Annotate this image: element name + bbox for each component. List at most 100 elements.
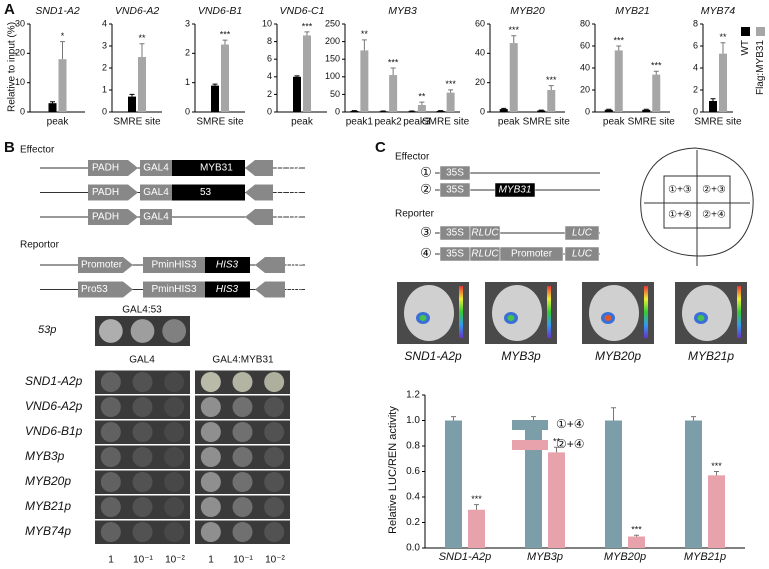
panel-label: B (4, 139, 15, 156)
legend-label: WT (740, 40, 751, 56)
bar (719, 53, 727, 112)
y-tick-label: 0 (693, 106, 698, 116)
colony (164, 397, 185, 417)
y-tick-label: 0 (20, 106, 25, 116)
luminescence (604, 315, 612, 321)
legend-label: Flag:MYB31 (755, 40, 766, 95)
x-tick-label: peak (291, 117, 314, 128)
significance: * (61, 31, 65, 41)
part-label: LUC (572, 249, 593, 260)
significance: *** (508, 25, 519, 35)
error-bar (548, 85, 554, 90)
y-tick-label: 20 (580, 84, 590, 94)
error-bar (129, 93, 135, 97)
colony (164, 422, 185, 442)
part-label: TRP1 (284, 260, 310, 271)
bar (708, 475, 725, 548)
leaf-label: ①+④ (668, 210, 692, 221)
chart-title: VND6-A2 (115, 5, 160, 17)
significance: *** (631, 525, 642, 535)
chart-title: VND6-C1 (280, 5, 325, 17)
error-bar (531, 416, 536, 421)
y-tick-label: 60 (580, 40, 590, 50)
y-tick-label: 2 (267, 89, 272, 99)
x-tick-label: MYB3p (527, 551, 563, 563)
part (439, 165, 471, 181)
colony (100, 447, 121, 467)
colony (200, 522, 221, 542)
part (499, 246, 564, 262)
chart-title: MYB3 (388, 5, 417, 17)
bar (628, 536, 645, 548)
arrow (88, 184, 138, 201)
colony (132, 522, 153, 542)
part-label: LEU2 (276, 212, 301, 223)
colony (264, 472, 285, 492)
bar (293, 76, 301, 112)
luminescence (419, 315, 427, 321)
arrow (78, 281, 133, 298)
significance: ** (553, 437, 561, 447)
x-tick-label: peak2 (375, 117, 403, 128)
colony (264, 397, 285, 417)
y-tick-label: 0 (267, 106, 272, 116)
bar (614, 50, 623, 112)
colony (264, 522, 285, 542)
row-label: MYB3p (25, 449, 65, 463)
error-bar (474, 504, 479, 510)
legend-swatch (756, 27, 765, 36)
colony (100, 372, 121, 392)
colony (164, 372, 185, 392)
construct-id: ③ (420, 224, 432, 239)
colony (200, 472, 221, 492)
part-label: PADH (92, 212, 119, 223)
legend-swatch (512, 420, 548, 430)
significance: ** (719, 32, 727, 42)
part-label: Promoter (81, 260, 123, 271)
arrow (255, 257, 285, 273)
significance: *** (651, 61, 662, 71)
arrow (245, 209, 273, 225)
y-tick-label: 4 (267, 71, 272, 81)
y-tick-label: 0.6 (406, 466, 420, 477)
bar (537, 110, 546, 112)
bar (604, 109, 613, 112)
y-tick-label: 2 (693, 84, 698, 94)
y-axis-label: Relative LUC/REN activity (387, 406, 399, 534)
error-bar (606, 108, 612, 110)
bar (446, 92, 455, 112)
part-label: RLUC (471, 249, 499, 260)
part-label: 53 (200, 187, 212, 198)
bar (407, 111, 416, 112)
part-label: PminHIS3 (151, 260, 196, 271)
y-tick-label: 0 (585, 106, 590, 116)
colony (164, 522, 185, 542)
part (469, 225, 501, 241)
colony (232, 522, 253, 542)
colony (200, 422, 221, 442)
leaf-shape (589, 285, 639, 341)
plate-label: GAL4:53 (122, 305, 162, 316)
image-label: MYB21p (688, 349, 734, 363)
significance: *** (445, 79, 456, 89)
colony (264, 447, 285, 467)
part-label: LUC (572, 228, 593, 239)
x-tick-label: MYB20p (604, 551, 646, 563)
y-tick-label: 40 (475, 48, 485, 58)
bar (58, 59, 67, 112)
significance: *** (546, 75, 557, 85)
colony (130, 319, 155, 343)
colony (232, 372, 253, 392)
x-tick-label: SMRE site (628, 117, 676, 128)
row-label: SND1-A2p (25, 374, 83, 388)
error-bar (501, 107, 507, 110)
y-tick-label: 0.4 (406, 492, 420, 503)
part-label: GAL4 (143, 163, 169, 174)
y-tick-label: 10 (262, 18, 272, 28)
colony (232, 447, 253, 467)
leaf (640, 147, 754, 266)
legend-label: ①+④ (556, 417, 585, 431)
part-label: 35S (446, 168, 464, 179)
x-tick-label: SMRE site (196, 117, 244, 128)
bar (128, 96, 136, 112)
